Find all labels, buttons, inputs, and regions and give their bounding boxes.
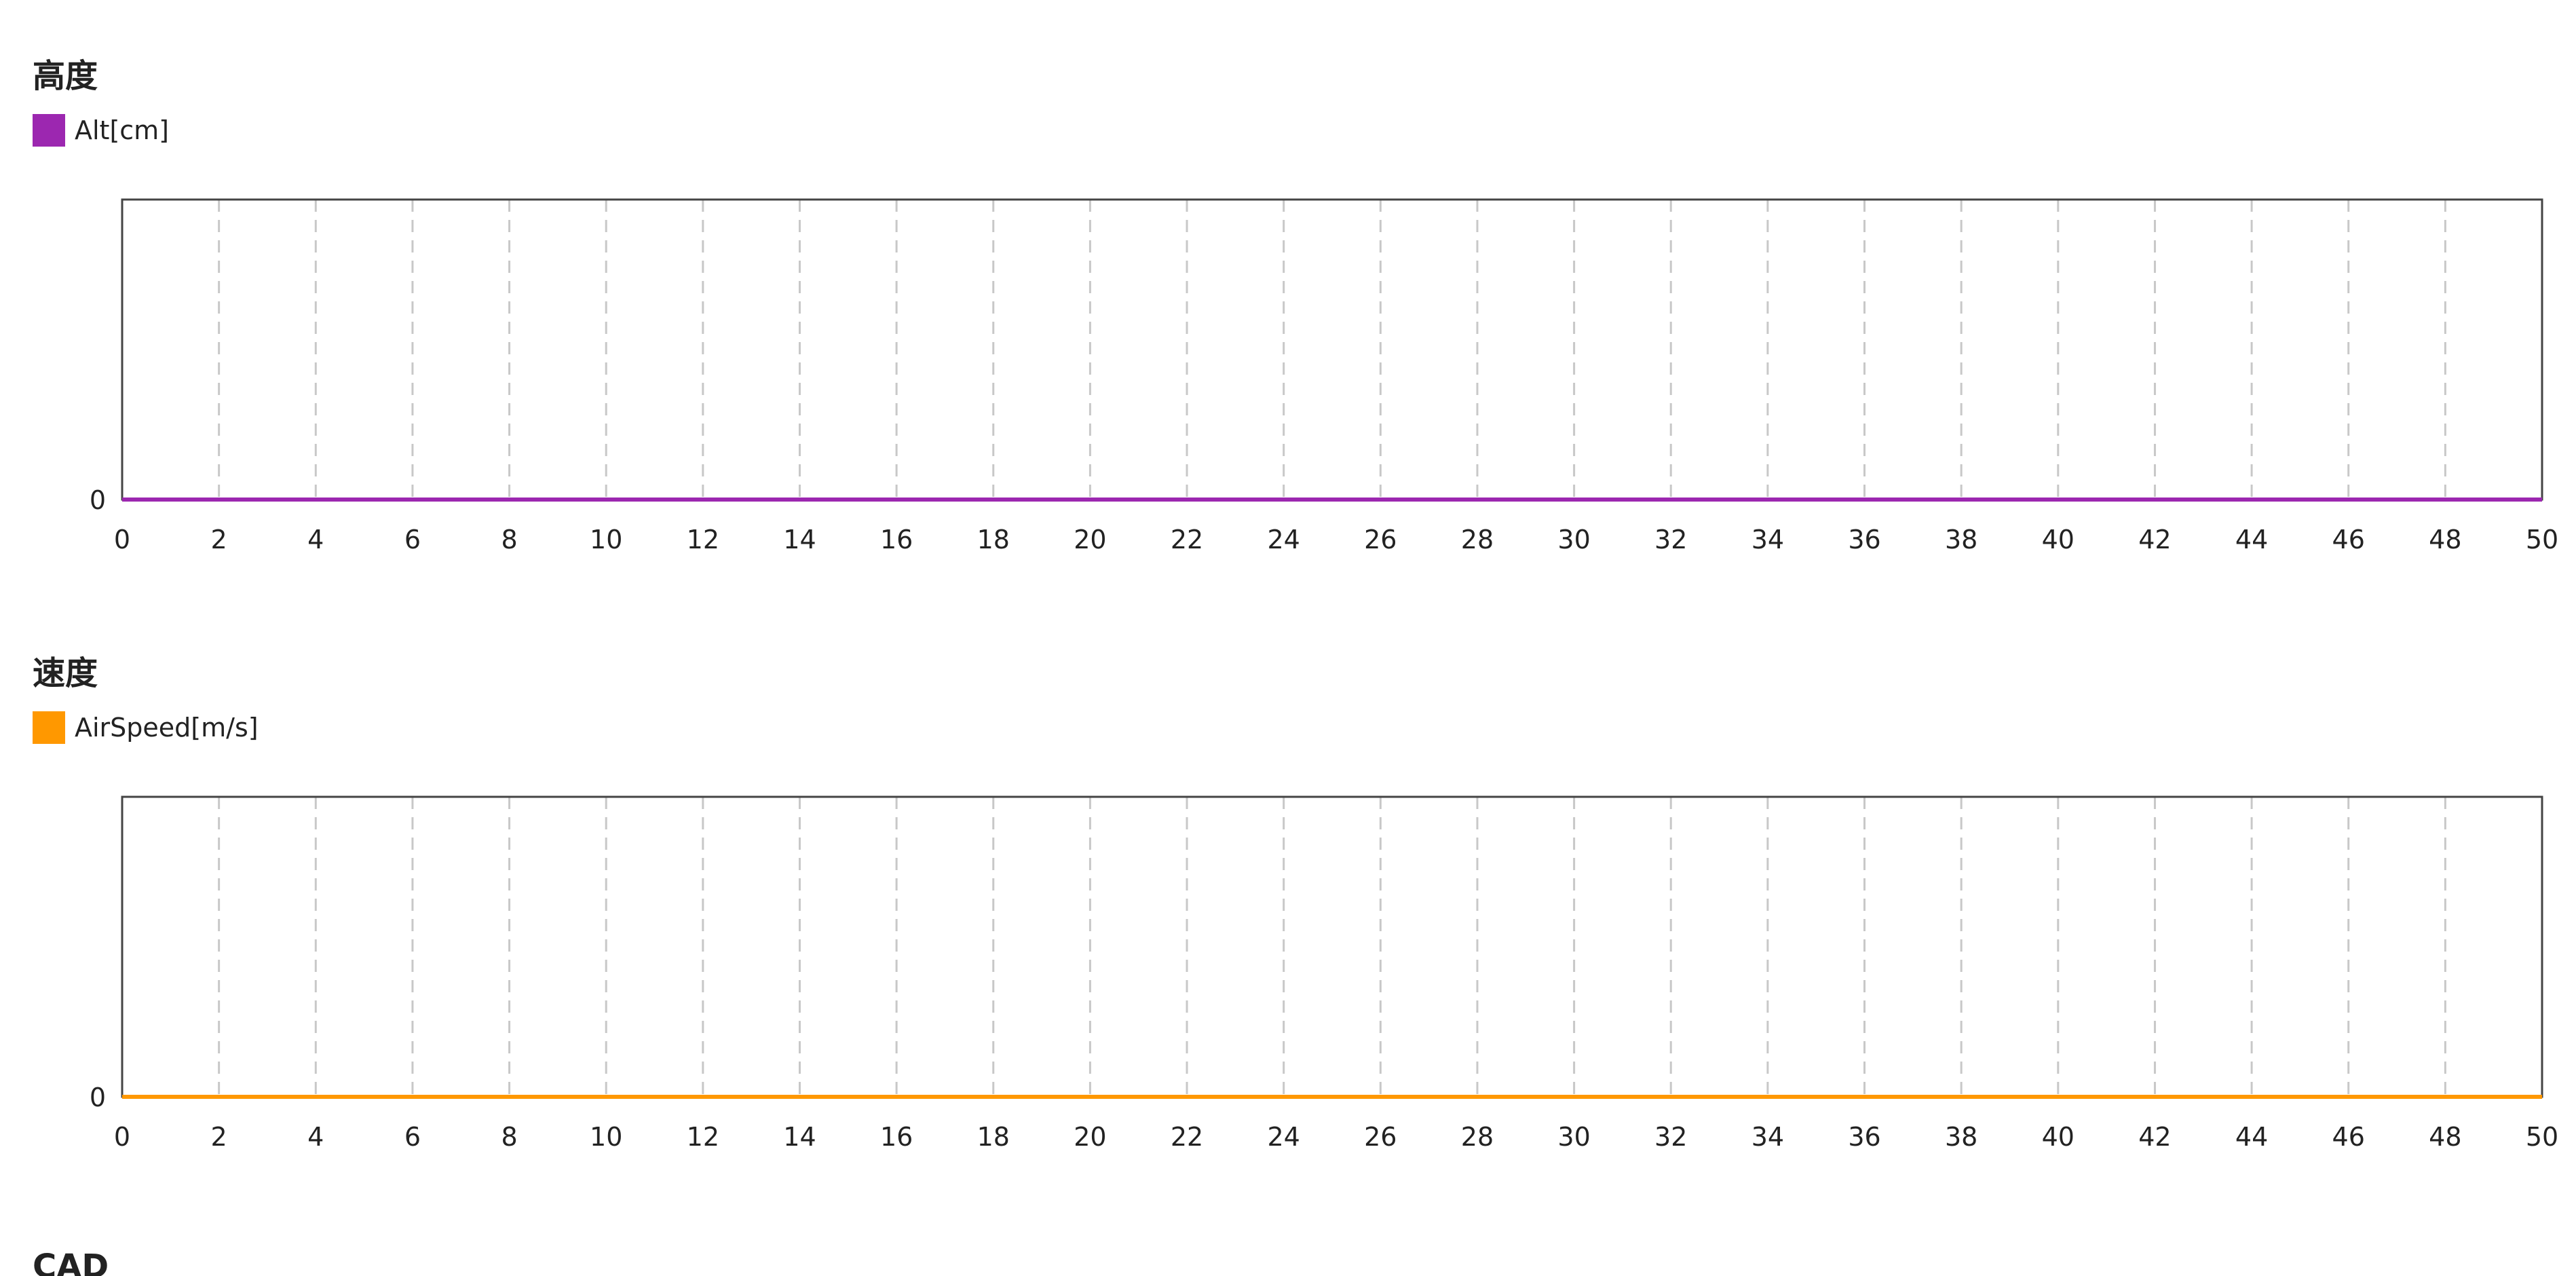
x-tick-label: 48 (2429, 1122, 2461, 1152)
x-tick-label: 50 (2526, 1122, 2558, 1152)
plot-frame (121, 795, 2543, 1098)
altitude-legend-swatch (33, 114, 65, 147)
x-tick-label: 48 (2429, 525, 2461, 555)
x-tick-label: 22 (1171, 1122, 1203, 1152)
x-tick-label: 40 (2042, 525, 2075, 555)
x-tick-label: 36 (1848, 525, 1880, 555)
x-tick-label: 46 (2332, 1122, 2365, 1152)
x-tick-label: 18 (977, 1122, 1010, 1152)
x-tick-label: 0 (114, 1122, 130, 1152)
x-tick-label: 36 (1848, 1122, 1880, 1152)
x-tick-label: 12 (687, 1122, 719, 1152)
x-tick-label: 14 (783, 1122, 816, 1152)
y-tick-label: 0 (90, 485, 106, 515)
x-tick-label: 14 (783, 525, 816, 555)
y-tick-label: 0 (90, 1083, 106, 1112)
x-tick-label: 24 (1268, 525, 1300, 555)
x-tick-label: 28 (1461, 525, 1494, 555)
altitude-chart-title: 高度 (33, 57, 98, 95)
x-tick-label: 42 (2138, 1122, 2171, 1152)
x-tick-label: 46 (2332, 525, 2365, 555)
x-tick-label: 26 (1364, 1122, 1397, 1152)
x-tick-label: 0 (114, 525, 130, 555)
speed-chart-title: 速度 (33, 654, 98, 692)
x-tick-label: 12 (687, 525, 719, 555)
x-tick-label: 30 (1557, 1122, 1590, 1152)
x-tick-label: 20 (1074, 525, 1106, 555)
speed-legend-label[interactable]: AirSpeed[m/s] (75, 713, 259, 743)
x-tick-label: 34 (1751, 525, 1784, 555)
x-tick-label: 20 (1074, 1122, 1106, 1152)
speed-legend-swatch (33, 711, 65, 744)
x-tick-label: 24 (1268, 1122, 1300, 1152)
x-tick-label: 10 (590, 1122, 622, 1152)
x-tick-label: 22 (1171, 525, 1203, 555)
x-tick-label: 34 (1751, 1122, 1784, 1152)
cad-section: CAD (0, 1195, 2576, 1276)
x-tick-label: 32 (1654, 525, 1687, 555)
x-tick-label: 44 (2235, 525, 2268, 555)
x-tick-label: 28 (1461, 1122, 1494, 1152)
x-tick-label: 32 (1654, 1122, 1687, 1152)
altitude-legend: Alt[cm] (33, 114, 169, 147)
x-tick-label: 16 (880, 525, 913, 555)
x-tick-label: 4 (307, 1122, 324, 1152)
x-tick-label: 38 (1945, 1122, 1977, 1152)
x-tick-label: 44 (2235, 1122, 2268, 1152)
x-tick-label: 16 (880, 1122, 913, 1152)
x-tick-label: 4 (307, 525, 324, 555)
x-tick-label: 8 (501, 525, 517, 555)
x-tick-label: 40 (2042, 1122, 2075, 1152)
cad-section-title: CAD (33, 1247, 109, 1276)
speed-chart: 0 2 4 6 8 10 12 14 16 18 20 22 24 26 28 30 32 34 36 38 40 42 4… (90, 795, 2558, 1152)
x-tick-label: 38 (1945, 525, 1977, 555)
speed-legend: AirSpeed[m/s] (33, 711, 259, 744)
altitude-legend-label[interactable]: Alt[cm] (75, 115, 170, 145)
x-tick-label: 8 (501, 1122, 517, 1152)
x-tick-label: 10 (590, 525, 622, 555)
x-tick-label: 26 (1364, 525, 1397, 555)
x-tick-label: 6 (404, 525, 421, 555)
plot-frame (121, 198, 2543, 501)
x-tick-label: 6 (404, 1122, 421, 1152)
altitude-chart: 0 2 4 6 8 10 12 14 16 18 20 22 24 26 28 30 32 34 36 38 40 42 4… (90, 198, 2558, 555)
x-tick-label: 18 (977, 525, 1010, 555)
x-tick-label: 42 (2138, 525, 2171, 555)
x-tick-label: 2 (211, 1122, 227, 1152)
x-tick-label: 30 (1557, 525, 1590, 555)
x-tick-label: 2 (211, 525, 227, 555)
x-tick-label: 50 (2526, 525, 2558, 555)
